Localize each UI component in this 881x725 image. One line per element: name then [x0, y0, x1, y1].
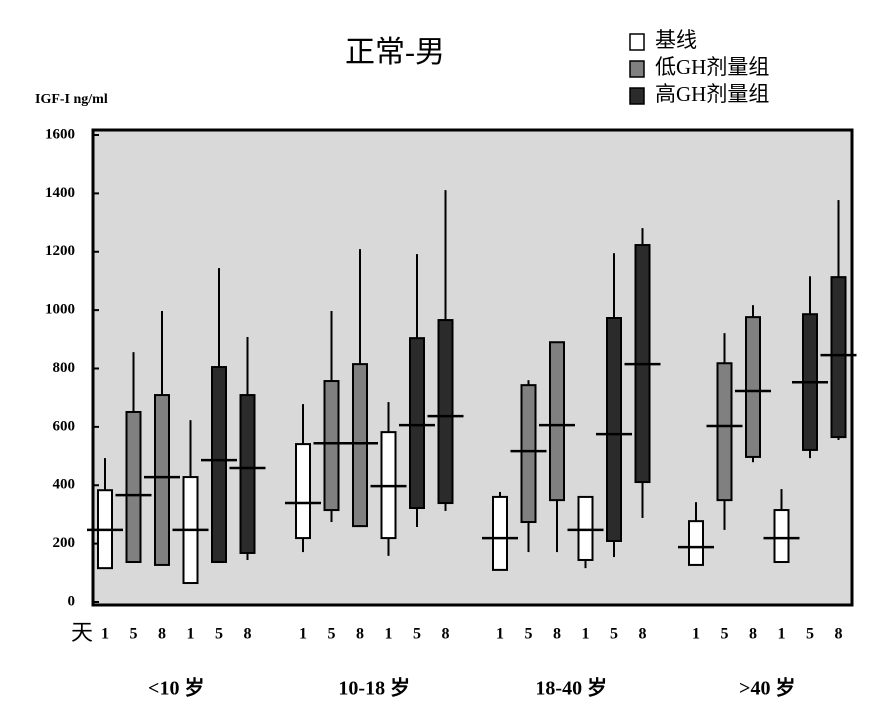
y-tick-label: 200 — [53, 535, 76, 551]
x-tick-label: 5 — [806, 626, 814, 643]
box — [295, 443, 311, 540]
x-tick-label: 5 — [215, 626, 223, 643]
x-tick-label: 5 — [610, 626, 618, 643]
x-tick-label: 1 — [385, 626, 393, 643]
x-tick-label: 8 — [835, 626, 843, 643]
box — [323, 380, 340, 512]
x-tick-label: 5 — [721, 626, 729, 643]
x-tick-label: 5 — [525, 626, 533, 643]
legend-label: 低GH剂量组 — [655, 55, 769, 79]
x-tick-label: 1 — [778, 626, 786, 643]
x-tick-label: 1 — [496, 626, 504, 643]
box — [577, 495, 594, 561]
box — [239, 394, 256, 554]
box — [492, 495, 508, 571]
box — [125, 410, 142, 564]
box — [154, 394, 170, 566]
y-tick-label: 1200 — [45, 243, 75, 259]
box — [211, 366, 227, 564]
box — [745, 316, 761, 458]
x-tick-label: 8 — [442, 626, 450, 643]
group-label: >40 岁 — [739, 676, 795, 700]
x-tick-label: 8 — [356, 626, 364, 643]
x-tick-label: 5 — [328, 626, 336, 643]
y-tick-label: 600 — [53, 418, 76, 434]
x-tick-label: 8 — [158, 626, 166, 643]
x-tick-label: 5 — [413, 626, 421, 643]
legend-swatch — [629, 87, 645, 105]
x-tick-label: 1 — [299, 626, 307, 643]
group-label: 18-40 岁 — [535, 676, 607, 700]
x-tick-label: 8 — [244, 626, 252, 643]
x-tick-label: 8 — [639, 626, 647, 643]
y-tick-label: 0 — [68, 593, 76, 609]
box — [409, 337, 425, 510]
legend-label: 基线 — [655, 28, 697, 52]
box — [520, 384, 537, 524]
legend-swatch — [629, 60, 645, 78]
chart-title: 正常-男 — [345, 36, 445, 69]
box — [606, 317, 622, 542]
box — [549, 341, 565, 502]
y-tick-label: 1600 — [45, 126, 75, 142]
y-tick-label: 1000 — [45, 302, 75, 318]
y-tick-label: 1400 — [45, 185, 75, 201]
y-tick-label: 400 — [53, 477, 76, 493]
box — [688, 520, 704, 566]
group-label: <10 岁 — [148, 676, 204, 700]
box — [352, 363, 368, 528]
group-label: 10-18 岁 — [338, 676, 410, 700]
legend-swatch — [629, 33, 645, 51]
box — [716, 362, 733, 502]
box — [437, 319, 454, 505]
x-tick-label: 8 — [749, 626, 757, 643]
x-tick-label: 8 — [553, 626, 561, 643]
x-tick-label: 1 — [582, 626, 590, 643]
plot-frame — [91, 128, 854, 607]
x-tick-label: 1 — [101, 626, 109, 643]
x-tick-label: 1 — [692, 626, 700, 643]
x-prefix: 天 — [71, 620, 93, 645]
x-tick-label: 1 — [187, 626, 195, 643]
y-tick-label: 800 — [53, 360, 76, 376]
y-axis-label: IGF-I ng/ml — [35, 92, 108, 107]
legend-label: 高GH剂量组 — [655, 82, 769, 106]
box — [773, 509, 790, 564]
box — [830, 276, 847, 439]
x-tick-label: 5 — [130, 626, 138, 643]
